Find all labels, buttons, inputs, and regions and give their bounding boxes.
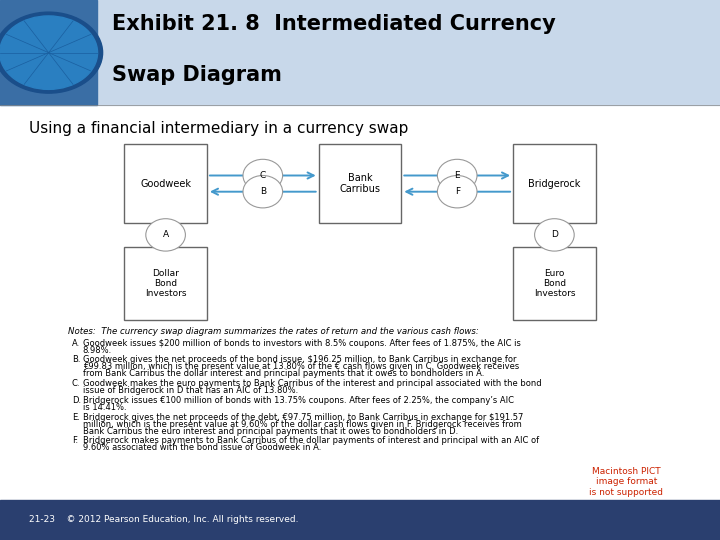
Text: B.: B.	[72, 355, 81, 364]
FancyBboxPatch shape	[125, 247, 207, 320]
Ellipse shape	[243, 159, 283, 192]
Text: million, which is the present value at 9.60% of the dollar cash flows given in F: million, which is the present value at 9…	[83, 420, 521, 429]
Ellipse shape	[145, 219, 186, 251]
Text: Euro
Bond
Investors: Euro Bond Investors	[534, 268, 575, 299]
Text: C: C	[260, 171, 266, 180]
Text: 21-23    © 2012 Pearson Education, Inc. All rights reserved.: 21-23 © 2012 Pearson Education, Inc. All…	[29, 515, 298, 524]
FancyBboxPatch shape	[513, 247, 596, 320]
Text: C.: C.	[72, 379, 81, 388]
Text: 8.98%.: 8.98%.	[83, 346, 112, 355]
Bar	[0, 0, 97, 105]
Text: Bridgerock: Bridgerock	[528, 179, 580, 188]
Ellipse shape	[534, 219, 575, 251]
FancyBboxPatch shape	[319, 144, 402, 222]
Text: Goodweek issues $200 million of bonds to investors with 8.5% coupons. After fees: Goodweek issues $200 million of bonds to…	[83, 339, 521, 348]
Text: Bank
Carribus: Bank Carribus	[340, 173, 380, 194]
Text: F.: F.	[72, 436, 78, 446]
Text: €99.83 million, which is the present value at 13.80% of the € cash flows given i: €99.83 million, which is the present val…	[83, 362, 519, 372]
Circle shape	[0, 12, 103, 93]
Text: is 14.41%.: is 14.41%.	[83, 403, 127, 412]
Text: Goodweek: Goodweek	[140, 179, 191, 188]
Text: A: A	[163, 231, 168, 239]
Text: Exhibit 21. 8  Intermediated Currency: Exhibit 21. 8 Intermediated Currency	[112, 14, 555, 33]
Text: Goodweek makes the euro payments to Bank Carribus of the interest and principal : Goodweek makes the euro payments to Bank…	[83, 379, 541, 388]
Text: D: D	[551, 231, 558, 239]
Text: Dollar
Bond
Investors: Dollar Bond Investors	[145, 268, 186, 299]
Text: D.: D.	[72, 396, 81, 405]
Text: issue of Bridgerock in D that has an AIC of 13.80%.: issue of Bridgerock in D that has an AIC…	[83, 386, 298, 395]
Text: Macintosh PICT
image format
is not supported: Macintosh PICT image format is not suppo…	[590, 467, 663, 497]
Circle shape	[0, 16, 98, 90]
Text: Swap Diagram: Swap Diagram	[112, 65, 282, 85]
Text: E: E	[454, 171, 460, 180]
Bar	[0, 0, 720, 105]
Text: E.: E.	[72, 413, 80, 422]
Text: Goodweek gives the net proceeds of the bond issue, $196.25 million, to Bank Carr: Goodweek gives the net proceeds of the b…	[83, 355, 516, 364]
FancyBboxPatch shape	[125, 144, 207, 222]
Text: Notes:  The currency swap diagram summarizes the rates of return and the various: Notes: The currency swap diagram summari…	[68, 327, 479, 336]
Bar	[0, 500, 720, 540]
Text: Bridgerock gives the net proceeds of the debt, €97.75 million, to Bank Carribus : Bridgerock gives the net proceeds of the…	[83, 413, 523, 422]
Text: Bridgerock issues €100 million of bonds with 13.75% coupons. After fees of 2.25%: Bridgerock issues €100 million of bonds …	[83, 396, 514, 405]
Text: Bank Carribus the euro interest and principal payments that it owes to bondholde: Bank Carribus the euro interest and prin…	[83, 427, 458, 436]
Text: F: F	[454, 187, 460, 196]
Text: Using a financial intermediary in a currency swap: Using a financial intermediary in a curr…	[29, 122, 408, 137]
Ellipse shape	[438, 159, 477, 192]
Text: from Bank Carribus the dollar interest and principal payments that it owes to bo: from Bank Carribus the dollar interest a…	[83, 369, 484, 379]
Ellipse shape	[438, 176, 477, 208]
FancyBboxPatch shape	[513, 144, 596, 222]
Text: B: B	[260, 187, 266, 196]
Text: A.: A.	[72, 339, 80, 348]
Text: Bridgerock makes payments to Bank Carribus of the dollar payments of interest an: Bridgerock makes payments to Bank Carrib…	[83, 436, 539, 446]
Ellipse shape	[243, 176, 283, 208]
Text: 9.60% associated with the bond issue of Goodweek in A.: 9.60% associated with the bond issue of …	[83, 443, 321, 453]
